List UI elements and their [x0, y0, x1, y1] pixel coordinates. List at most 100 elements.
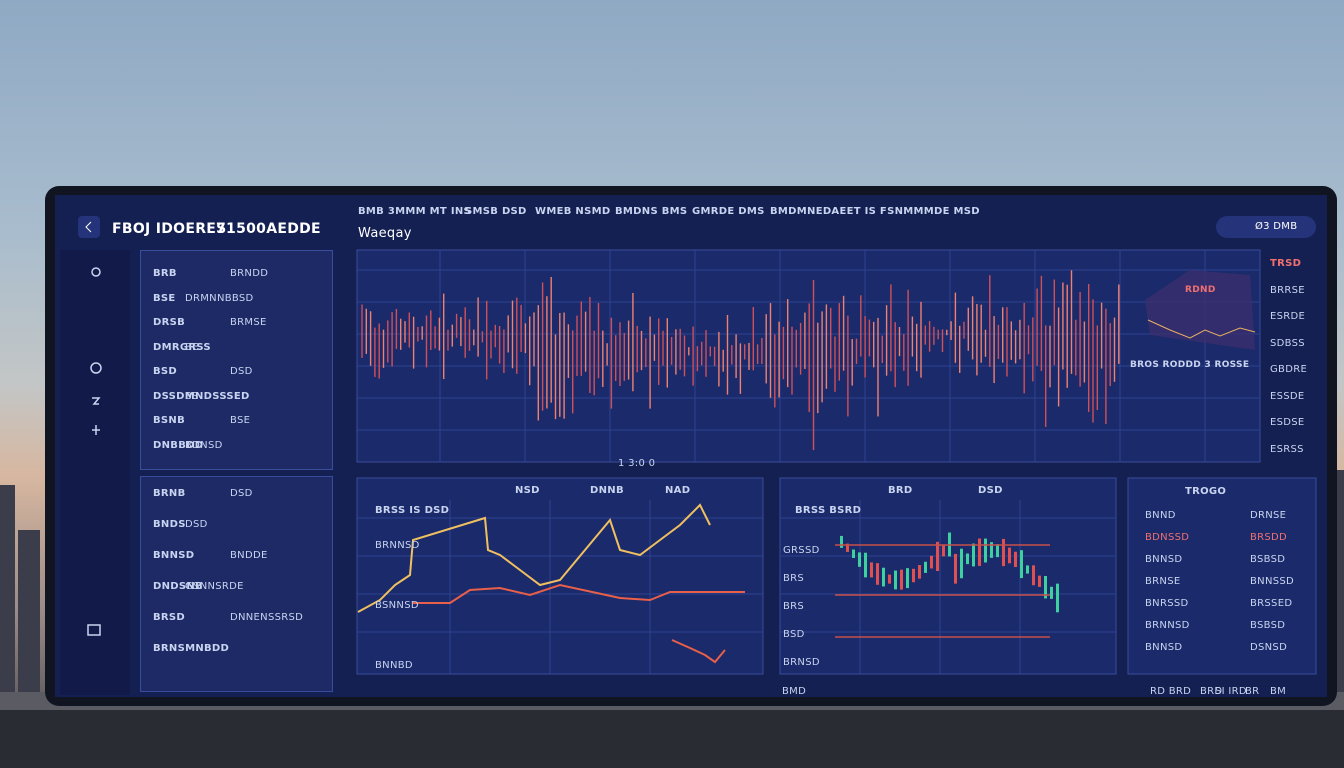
- row-value: BRSSED: [1250, 598, 1293, 609]
- decor-rect: [1038, 575, 1041, 587]
- average-line: [413, 583, 745, 604]
- row-value: BSBSD: [1250, 554, 1286, 565]
- nav-item[interactable]: BMDNS BMS: [615, 206, 688, 217]
- inset-legend: RDND: [1185, 285, 1216, 295]
- footer-item: SI IRD: [1215, 686, 1247, 697]
- row-value: BRSDD: [1250, 532, 1288, 543]
- row-label[interactable]: DNDSNB: [153, 581, 203, 592]
- row-value: BRMSE: [230, 317, 267, 328]
- decor-rect: [1002, 538, 1005, 567]
- decor-rect: [1044, 575, 1047, 599]
- row-label[interactable]: DNBBDD: [153, 439, 204, 451]
- row-label[interactable]: BSE: [153, 292, 176, 304]
- row-value: BNNSSD: [1250, 576, 1295, 587]
- row-value: DRNSE: [1250, 510, 1287, 521]
- row-label[interactable]: DSSDMNDSSSED: [153, 390, 250, 402]
- decor-rect: [978, 538, 981, 566]
- axis-label: BRNNSD: [375, 540, 420, 551]
- nav-item[interactable]: GMRDE DMS: [692, 206, 765, 217]
- decor-rect: [858, 552, 861, 567]
- row-label: BNNSD: [1145, 642, 1183, 653]
- side-label: ESRSS: [1270, 443, 1304, 455]
- footer-item: BMD: [782, 686, 807, 697]
- price-line-2: [671, 639, 726, 664]
- row-label[interactable]: DRSB: [153, 317, 186, 328]
- row-value: BE: [185, 341, 199, 353]
- level-lines: [835, 544, 1050, 638]
- decor-rect: [918, 565, 921, 579]
- side-label: BRRSE: [1270, 284, 1305, 296]
- inset-area: [1145, 270, 1255, 350]
- tab[interactable]: DSD: [978, 485, 1003, 496]
- row-label[interactable]: BSD: [153, 366, 178, 377]
- decor-rect: [906, 568, 909, 589]
- account-label[interactable]: Ø3 DMB: [1255, 221, 1298, 232]
- row-value: DSD: [185, 519, 208, 530]
- row-value: BSBSD: [1250, 620, 1286, 631]
- chart-subtitle: BRSS IS DSD: [375, 505, 450, 516]
- axis-label: BNNBD: [375, 660, 413, 671]
- row-value: BSE: [230, 415, 251, 426]
- decor-rect: [930, 555, 933, 569]
- panel-title: TROGO: [1185, 486, 1227, 497]
- nav-item[interactable]: BMDMNEDAEET IS FSNMMMDE MSD: [770, 206, 980, 217]
- row-label: BDNSSD: [1145, 532, 1190, 543]
- decor-rect: [924, 561, 927, 573]
- nav-item[interactable]: SMSB DSD: [465, 206, 527, 217]
- chart-title: Waeqay: [358, 226, 412, 241]
- row-value: DRMNNBBSD: [185, 292, 254, 304]
- axis-label: GRSSD: [783, 545, 820, 556]
- decor-rect: [1020, 550, 1023, 579]
- axis-label: BRS: [783, 601, 805, 612]
- row-label[interactable]: BRB: [153, 268, 177, 279]
- footer-item: BR: [1245, 686, 1260, 697]
- decor-rect: [912, 568, 915, 583]
- row-label[interactable]: BSNB: [153, 415, 186, 426]
- row-value: GSNNSRDE: [185, 581, 244, 592]
- decor-rect: [846, 543, 849, 552]
- side-label: SDBSS: [1270, 337, 1305, 349]
- tab[interactable]: NAD: [665, 485, 691, 496]
- nav-item[interactable]: WMEB NSMD: [535, 206, 611, 217]
- left-panel-bottom: [140, 476, 333, 692]
- decor-rect: [900, 569, 903, 590]
- bottom-mid-chart: [779, 477, 1117, 675]
- tab[interactable]: DNNB: [590, 485, 624, 496]
- footer-item: BRD: [1200, 686, 1223, 697]
- tab[interactable]: BRD: [888, 485, 913, 496]
- footer-item: RD BRD: [1150, 686, 1192, 697]
- decor-rect: [1008, 547, 1011, 564]
- side-label: GBDRE: [1270, 364, 1308, 375]
- tab[interactable]: NSD: [515, 485, 540, 496]
- row-label[interactable]: BRSD: [153, 612, 186, 623]
- row-label[interactable]: DMRGRSS: [153, 341, 211, 353]
- decor-rect: [876, 563, 879, 585]
- row-label[interactable]: BNDS: [153, 519, 186, 530]
- decor-rect: [954, 553, 957, 584]
- back-button[interactable]: [78, 216, 100, 238]
- decor-rect: [1032, 565, 1035, 586]
- row-label[interactable]: BRNB: [153, 488, 186, 499]
- side-label: ESDSE: [1270, 417, 1305, 428]
- decor-rect: [888, 574, 891, 584]
- account-button[interactable]: [1216, 216, 1316, 238]
- decor-rect: [1014, 551, 1017, 568]
- decor-rect: [1056, 583, 1059, 613]
- nav-item[interactable]: BMB 3MMM MT INS: [358, 206, 472, 217]
- row-value: DSNSD: [1250, 642, 1288, 653]
- annotation: BROS RODDD 3 ROSSE: [1130, 360, 1250, 370]
- row-label[interactable]: BRNSMNBDD: [153, 643, 230, 654]
- row-value: BRNDD: [230, 268, 269, 279]
- row-label[interactable]: BNNSD: [153, 550, 195, 561]
- header-account: 71500AEDDE: [216, 221, 321, 237]
- side-label: ESSDE: [1270, 390, 1305, 402]
- decor-rect: [1026, 565, 1029, 574]
- decor-rect: [996, 544, 999, 558]
- decor-rect: [984, 538, 987, 563]
- decor-rect: [1050, 586, 1053, 599]
- decor-rect: [942, 544, 945, 557]
- row-label: BNRSSD: [1145, 598, 1189, 609]
- decor-rect: [870, 562, 873, 578]
- decor-rect: [990, 542, 993, 558]
